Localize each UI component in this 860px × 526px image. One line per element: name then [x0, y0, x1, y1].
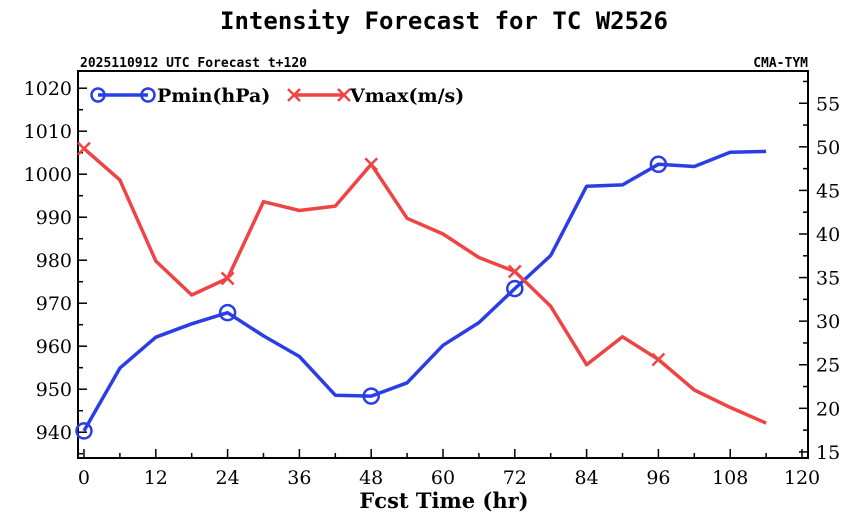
chart-title: Intensity Forecast for TC W2526: [220, 7, 668, 35]
pmin-marker: [362, 387, 380, 405]
vmax-marker-stroke: [220, 271, 235, 286]
y-right-tick-label: 25: [816, 355, 840, 377]
pmin-marker: [649, 155, 668, 174]
x-tick-label: 72: [503, 467, 527, 489]
y-right-tick-label: 20: [816, 398, 840, 420]
forecast-info: 2025110912 UTC Forecast t+120: [80, 56, 307, 71]
y-left-tick-label: 950: [36, 379, 72, 401]
y-left-tick-label: 960: [36, 336, 72, 358]
legend-vmax-marker: [287, 88, 301, 102]
vmax-marker: [77, 141, 91, 156]
pmin-marker: [218, 303, 237, 322]
model-name: CMA-TYM: [753, 56, 808, 71]
x-tick-label: 108: [712, 467, 748, 489]
legend-vmax-label: Vmax(m/s): [349, 85, 464, 107]
y-right-tick-label: 45: [816, 180, 840, 202]
x-tick-label: 0: [78, 467, 90, 489]
y-left-tick-label: 1020: [24, 78, 72, 100]
y-left-tick-label: 970: [36, 293, 72, 315]
legend-vmax-marker: [337, 88, 351, 102]
vmax-marker-stroke: [651, 352, 666, 367]
axes-layer: 0 12 24 36 48 60 72 84 96 108 120 940 950 960 970 980 99…: [24, 78, 841, 489]
x-axis-label: Fcst Time (hr): [359, 488, 528, 513]
legend-pmin-label: Pmin(hPa): [157, 85, 270, 107]
y-left-tick-label: 1000: [24, 164, 72, 186]
series-layer: [75, 141, 767, 440]
plot-frame: [77, 70, 809, 459]
x-tick-label: 60: [431, 467, 455, 489]
y-right-tick-label: 30: [816, 311, 840, 333]
legend: Pmin(hPa) Vmax(m/s): [90, 85, 464, 107]
vmax-marker: [507, 264, 522, 279]
vmax-marker-stroke: [77, 141, 91, 156]
x-tick-label: 48: [359, 467, 383, 489]
y-right-tick-label: 15: [816, 442, 840, 464]
y-left-tick-label: 980: [36, 250, 72, 272]
y-left-tick-label: 940: [36, 422, 72, 444]
vmax-marker: [220, 271, 235, 286]
x-tick-label: 96: [646, 467, 670, 489]
vmax-marker: [364, 157, 379, 172]
y-left-tick-label: 1010: [24, 121, 72, 143]
legend-pmin-marker: [140, 87, 156, 103]
y-right-tick-label: 35: [816, 268, 840, 290]
vmax-marker-stroke: [364, 157, 379, 172]
legend-pmin-marker: [90, 87, 106, 103]
y-right-tick-label: 50: [816, 137, 840, 159]
y-right-tick-label: 55: [816, 93, 840, 115]
x-tick-label: 84: [575, 467, 599, 489]
y-right-tick-label: 40: [816, 224, 840, 246]
vmax-marker-stroke: [507, 264, 522, 279]
x-tick-label: 120: [784, 467, 820, 489]
pmin-marker: [75, 422, 93, 440]
x-tick-label: 24: [215, 467, 239, 489]
vmax-line: [82, 147, 767, 425]
pmin-marker: [506, 279, 524, 298]
x-tick-label: 36: [287, 467, 311, 489]
vmax-marker: [651, 352, 666, 367]
x-tick-label: 12: [144, 467, 168, 489]
y-left-tick-label: 990: [36, 207, 72, 229]
